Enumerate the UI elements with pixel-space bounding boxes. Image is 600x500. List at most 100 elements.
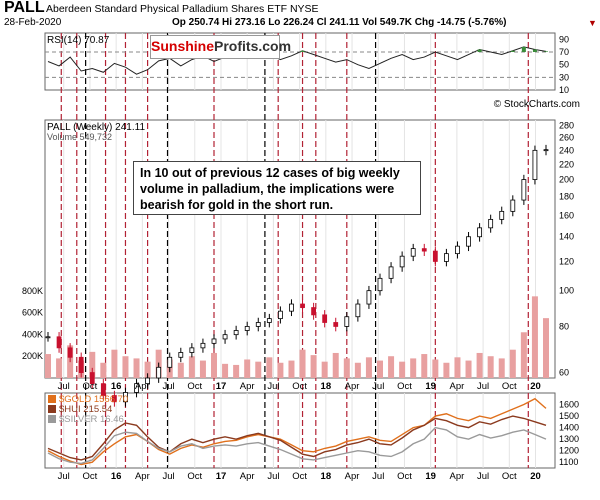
volume-bar [421, 354, 428, 378]
price-y-tick: 140 [559, 232, 574, 242]
candle-body [421, 248, 427, 252]
volume-bar [354, 362, 361, 378]
rsi-y-tick: 10 [559, 85, 569, 95]
comparison-series-line [47, 426, 547, 465]
volume-bar [266, 357, 273, 378]
price-x-tick: Oct [187, 381, 202, 392]
comparison-x-tick: Jul [477, 471, 489, 482]
price-x-tick: Oct [502, 381, 517, 392]
comparison-x-tick: 20 [530, 471, 541, 482]
price-x-tick: Apr [240, 381, 255, 392]
rsi-legend: RSI(14) 70.87 [47, 35, 110, 46]
comparison-legend-swatch [48, 405, 56, 413]
candle-body [510, 199, 516, 212]
comparison-y-tick: 1300 [559, 434, 579, 444]
volume-bar [89, 351, 96, 378]
candle-body [45, 336, 51, 339]
price-x-tick: Apr [135, 381, 150, 392]
volume-bar [122, 356, 129, 378]
volume-bar [543, 318, 549, 378]
candle-body [277, 310, 283, 320]
volume-bar [332, 352, 339, 378]
candle-body [112, 395, 117, 403]
volume-bar [211, 352, 217, 378]
rsi-overbought-fill [544, 51, 548, 52]
candle-body [399, 255, 405, 268]
volume-bar [222, 363, 229, 378]
comparison-x-tick: 16 [111, 471, 122, 482]
comparison-x-tick: Oct [502, 471, 517, 482]
price-x-tick: Jul [372, 381, 384, 392]
volume-bar [100, 362, 107, 378]
brand-part-2: Profits.com [214, 38, 292, 54]
rsi-overbought-fill [300, 50, 305, 52]
candle-body [255, 322, 261, 327]
quote-high: Hi 273.16 [222, 17, 266, 28]
volume-bar [244, 359, 251, 378]
comparison-x-tick: Apr [135, 471, 150, 482]
quote-change: Chg -14.75 (-5.76%) [414, 17, 507, 28]
price-x-tick: Oct [397, 381, 412, 392]
rsi-overbought-fill [521, 46, 526, 52]
volume-bar [111, 349, 118, 378]
volume-bar [177, 362, 184, 378]
comparison-x-tick: Apr [345, 471, 360, 482]
annotation-box: In 10 out of previous 12 cases of big we… [133, 161, 421, 215]
volume-y-tick: 600K [22, 308, 43, 318]
rsi-overbought-fill [532, 49, 537, 52]
comparison-x-tick: 18 [321, 471, 332, 482]
price-y-tick: 180 [559, 191, 574, 201]
volume-bar [45, 354, 51, 378]
comparison-y-tick: 1600 [559, 400, 579, 410]
candle-body [388, 266, 394, 279]
price-y-tick: 100 [559, 286, 574, 296]
comparison-legend-entry: $GOLD 1566.70 [59, 394, 128, 405]
candle-body [189, 347, 195, 353]
comparison-x-tick: Oct [83, 471, 98, 482]
candle-body [344, 316, 350, 327]
volume-bar [343, 358, 350, 378]
candle-body [289, 303, 294, 312]
candle-body [266, 318, 272, 323]
volume-y-tick: 400K [22, 329, 43, 339]
price-y-tick: 220 [559, 159, 574, 169]
volume-bar [432, 359, 439, 378]
brand-part-1: Sunshine [151, 38, 215, 54]
volume-bar [255, 361, 262, 378]
comparison-y-tick: 1200 [559, 446, 579, 456]
candle-body [156, 366, 162, 379]
quote-low: Lo 226.24 [268, 17, 314, 28]
candle-body [322, 314, 328, 323]
volume-bar [321, 361, 328, 378]
quote-close: Cl 241.11 [316, 17, 360, 28]
candle-body [300, 303, 305, 308]
candle-body [455, 245, 460, 255]
change-down-icon: ▼ [588, 18, 597, 28]
candle-body [333, 322, 339, 327]
candle-body [443, 253, 449, 262]
comparison-x-tick: Jul [267, 471, 279, 482]
price-x-tick: Apr [345, 381, 360, 392]
volume-bar [377, 360, 383, 378]
comparison-x-tick: Oct [292, 471, 307, 482]
price-x-tick: Jul [58, 381, 70, 392]
comparison-x-tick: Jul [372, 471, 384, 482]
candle-body [377, 277, 383, 292]
price-y-tick: 260 [559, 133, 574, 143]
candle-body [499, 210, 505, 220]
candle-body [123, 392, 128, 403]
volume-bar [56, 358, 63, 378]
comparison-y-tick: 1400 [559, 423, 579, 433]
quote-volume: Vol 549.7K [362, 17, 413, 28]
quote-open: Op 250.74 [172, 17, 220, 28]
volume-y-tick: 800K [22, 286, 43, 296]
security-name: Aberdeen Standard Physical Palladium Sha… [46, 3, 319, 15]
candle-body [432, 250, 438, 262]
price-y-tick: 160 [559, 210, 574, 220]
volume-bar [487, 356, 494, 378]
candle-body [244, 326, 250, 331]
rsi-y-tick: 70 [559, 47, 569, 57]
price-x-tick: 19 [425, 381, 436, 392]
